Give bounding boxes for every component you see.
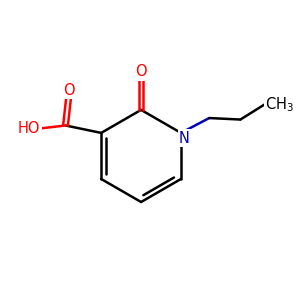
- Text: HO: HO: [18, 121, 40, 136]
- Text: CH$_3$: CH$_3$: [265, 95, 294, 114]
- Text: O: O: [135, 64, 147, 79]
- Text: N: N: [179, 131, 190, 146]
- Text: O: O: [63, 83, 74, 98]
